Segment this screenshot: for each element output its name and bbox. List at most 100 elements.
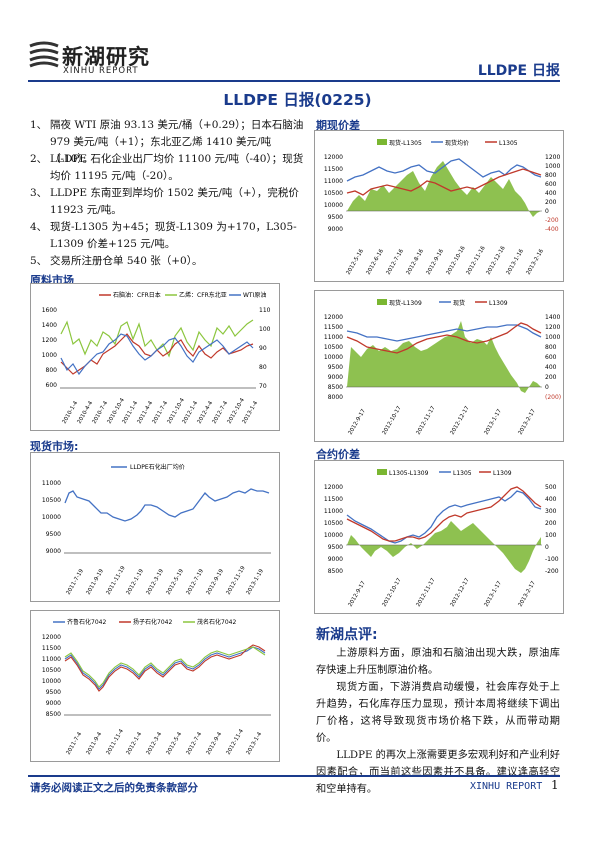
- y-tick: 10000: [324, 532, 343, 539]
- legend-label: L1305-L1309: [389, 470, 429, 477]
- x-tick: 2012-11-17: [416, 577, 437, 608]
- x-tick: 2012-10-17: [382, 405, 403, 436]
- y-tick: 9000: [328, 374, 343, 381]
- x-tick: 2011-11-19: [106, 565, 127, 596]
- x-tick: 2012-7-19: [186, 568, 206, 596]
- x-tick: 2012-1-4: [126, 731, 144, 756]
- page-title: LLDPE 日报(0225): [223, 91, 372, 109]
- bullet-text: 交易所注册仓单 540 张（+0）。: [50, 255, 203, 267]
- report-name: LLDPE 日报: [477, 63, 560, 79]
- x-tick: 2013-1-4: [246, 731, 264, 756]
- y2-tick: (200): [545, 394, 561, 401]
- y2-tick: 800: [545, 172, 557, 179]
- y-tick: 9000: [328, 226, 343, 233]
- y-tick: 12000: [324, 154, 343, 161]
- y-tick: 12000: [324, 314, 343, 321]
- legend: 现货-L1305 现货均价 L1305: [377, 139, 518, 147]
- chart-spot-market: LLDPE石化出厂均价 11000 10500 10000 9500 9000 …: [30, 452, 280, 602]
- legend-label: 现货-L1305: [389, 139, 422, 147]
- series-spot-avg: [346, 158, 542, 182]
- y2-tick: 100: [545, 532, 557, 539]
- x-axis-labels: 2011-7-19 2011-9-19 2011-11-19 2012-1-19…: [66, 565, 266, 596]
- y2-tick: 200: [545, 520, 557, 527]
- y-tick: 11000: [42, 480, 61, 487]
- x-tick: 2011-9-4: [86, 731, 104, 756]
- legend-label: 茂名石化7042: [197, 618, 236, 626]
- y-tick: 1000: [42, 352, 57, 359]
- bullet-text: LLDPE 东南亚到岸均价 1502 美元/吨（+），完税价 11923 元/吨…: [50, 187, 299, 216]
- y-tick: 11000: [324, 178, 343, 185]
- y-tick: 10000: [324, 354, 343, 361]
- legend-label: L1309: [493, 470, 512, 477]
- y-tick: 9000: [46, 700, 61, 707]
- x-tick: 2012-11-19: [226, 565, 247, 596]
- y2-tick: 400: [545, 496, 557, 503]
- y2-tick: 0: [545, 544, 549, 551]
- legend-label: LLDPE石化出厂均价: [130, 463, 185, 471]
- page-number: 1: [551, 778, 559, 792]
- bullet-2: 2、 LLDPE 石化企业出厂均价 11100 元/吨（-40）；现货均价 11…: [30, 151, 312, 185]
- y2-tick: -100: [545, 556, 559, 563]
- bullet-num: 2、: [30, 153, 48, 165]
- y2-tick: 200: [545, 374, 557, 381]
- chart-contract-spread: L1305-L1309 L1305 L1309 12000 11500 1100…: [314, 460, 564, 614]
- legend: 齐鲁石化7042 扬子石化7042 茂名石化7042: [53, 618, 236, 626]
- legend-label: L1305: [453, 470, 472, 477]
- y-tick: 10500: [42, 497, 61, 504]
- y2-tick: 400: [545, 190, 557, 197]
- x-tick: 2012-7-4: [186, 731, 204, 756]
- x-tick: 2012-9-17: [348, 580, 368, 608]
- bullet-text: 隔夜 WTI 原油 93.13 美元/桶（+0.29）；日本石脑油 979 美元…: [50, 119, 304, 165]
- y2-tick: 0: [545, 208, 549, 215]
- x-tick: 2012-12-17: [450, 405, 471, 436]
- legend-label: WTI原油: [243, 291, 266, 299]
- x-tick: 2012-5-4: [166, 731, 184, 756]
- series-basis-area: [347, 161, 541, 217]
- x-tick: 2012-12-16: [486, 245, 507, 276]
- x-tick: 2012-11-4: [226, 728, 246, 756]
- chart-basis-l1305: 现货-L1305 现货均价 L1305 12000 11500 11000 10…: [314, 130, 564, 282]
- section-spread: 合约价差: [316, 448, 360, 461]
- y2-tick: 110: [259, 307, 271, 314]
- legend: 石脑油：CFR日本 乙烯：CFR东北亚 WTI原油: [99, 291, 266, 299]
- footer-brand: XINHU REPORT: [470, 781, 543, 792]
- x-axis-labels: 2011-7-4 2011-9-4 2011-11-4 2012-1-4 201…: [66, 728, 264, 756]
- legend-label: 齐鲁石化7042: [67, 618, 106, 626]
- y2-tick: 1200: [545, 324, 560, 331]
- series-l1309: [346, 486, 542, 542]
- series-naphtha: [60, 333, 254, 375]
- series-l1309: [346, 322, 542, 354]
- series-maoming: [64, 646, 266, 688]
- y-tick: 9500: [46, 531, 61, 538]
- comment-title: 新湖点评:: [316, 627, 378, 643]
- x-tick: 2013-1-17: [484, 580, 504, 608]
- series-spot: [346, 324, 542, 342]
- bullet-text: LLDPE 石化企业出厂均价 11100 元/吨（-40）；现货均价 11195…: [50, 153, 304, 182]
- x-tick: 2012-6-16: [366, 248, 386, 276]
- y-tick: 11500: [42, 645, 61, 652]
- x-tick: 2013-2-17: [518, 408, 538, 436]
- y-tick: 8500: [328, 568, 343, 575]
- x-tick: 2012-10-16: [446, 245, 467, 276]
- x-tick: 2012-11-17: [416, 405, 437, 436]
- y2-tick: 1200: [545, 154, 560, 161]
- y-tick: 9000: [328, 556, 343, 563]
- y2-tick: 0: [545, 384, 549, 391]
- legend-label: 现货均价: [445, 139, 469, 147]
- x-axis-labels: 2010-1-4 2010-4-4 2010-7-4 2010-10-4 201…: [62, 397, 260, 425]
- legend: LLDPE石化出厂均价: [111, 463, 185, 471]
- y-tick: 11000: [324, 508, 343, 515]
- x-tick: 2013-1-4: [242, 400, 260, 425]
- y-tick: 12000: [42, 634, 61, 641]
- y2-tick: 200: [545, 199, 557, 206]
- logo-cn: 新湖研究: [62, 45, 150, 69]
- y-tick: 9500: [328, 544, 343, 551]
- x-tick: 2012-7-16: [386, 248, 406, 276]
- y2-tick: 100: [259, 326, 271, 333]
- bullet-1: 1、 隔夜 WTI 原油 93.13 美元/桶（+0.29）；日本石脑油 979…: [30, 117, 312, 165]
- x-tick: 2012-5-19: [166, 568, 186, 596]
- y-tick: 8500: [46, 711, 61, 718]
- bullet-num: 4、: [30, 221, 48, 233]
- series-basis-area: [347, 321, 541, 393]
- x-tick: 2012-11-16: [466, 245, 487, 276]
